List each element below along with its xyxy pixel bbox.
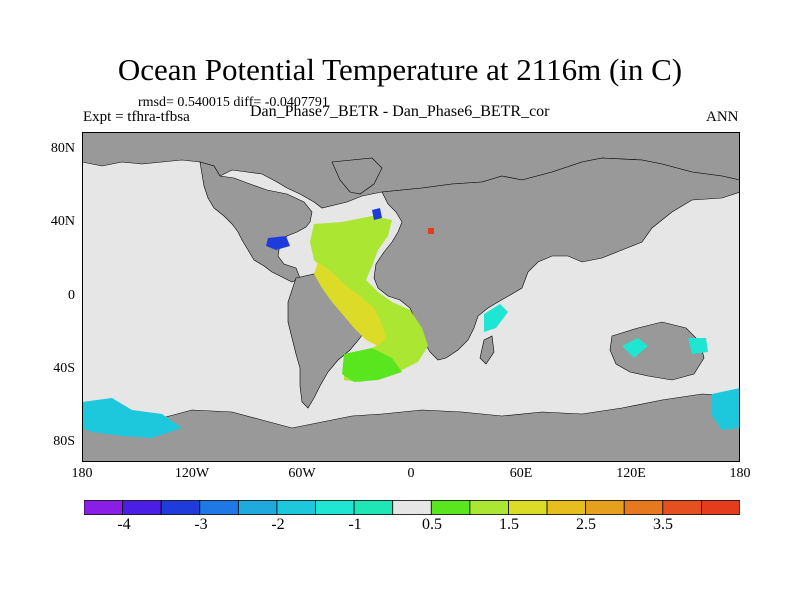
lon-label-60e: 60E: [509, 466, 533, 481]
map-frame: [82, 132, 740, 462]
colorbar-swatch: [315, 500, 355, 515]
anomaly-gulf-blue: [266, 236, 290, 250]
anomaly-southern-cyan-west: [82, 398, 182, 438]
anomaly-med-blue: [372, 208, 382, 220]
lon-label-60w: 60W: [288, 466, 316, 481]
colorbar-swatch: [199, 500, 239, 515]
colorbar-label: -2: [271, 516, 285, 533]
map-subtitle: Dan_Phase7_BETR - Dan_Phase6_BETR_cor: [250, 103, 550, 120]
colorbar-label: 3.5: [653, 516, 673, 533]
land-madagascar: [479, 335, 495, 365]
colorbar-swatch: [469, 500, 509, 515]
colorbar-swatch: [122, 500, 162, 515]
anomaly-pacific-cyan: [688, 338, 708, 354]
colorbar-swatch: [585, 500, 625, 515]
lon-label-180w: 180: [71, 466, 93, 481]
lon-label-120e: 120E: [616, 466, 646, 481]
colorbar-swatch: [353, 500, 394, 515]
colorbar-label: -4: [117, 516, 131, 533]
lat-label-40n: 40N: [50, 214, 75, 229]
colorbar-swatch: [508, 500, 548, 515]
colorbar-label: 0.5: [422, 516, 442, 533]
expt-label: Expt = tfhra-tfbsa: [83, 109, 190, 125]
colorbar-swatch: [237, 500, 278, 515]
lat-label-40s: 40S: [53, 361, 75, 376]
colorbar-swatch: [160, 500, 201, 515]
lat-label-0: 0: [68, 288, 75, 303]
lon-label-120w: 120W: [174, 466, 210, 481]
colorbar-label: 2.5: [576, 516, 596, 533]
colorbar: [84, 500, 740, 515]
anomaly-atlantic-green: [310, 216, 428, 382]
anomaly-south-atlantic-green: [342, 348, 402, 382]
season-label: ANN: [706, 109, 739, 125]
colorbar-swatch: [276, 500, 316, 515]
land-australia: [609, 321, 705, 381]
colorbar-label: -3: [194, 516, 208, 533]
stats-text: rmsd= 0.540015 diff= -0.0407791: [138, 95, 329, 110]
colorbar-swatch: [662, 500, 702, 515]
anomaly-med-red: [428, 228, 434, 234]
anomaly-atlantic-yellow: [314, 262, 386, 346]
lat-label-80s: 80S: [53, 434, 75, 449]
anomaly-southern-cyan-east: [712, 388, 740, 430]
colorbar-label: -1: [348, 516, 362, 533]
lat-label-80n: 80N: [50, 141, 75, 156]
lon-label-0: 0: [407, 466, 415, 481]
anomaly-indian-cyan: [484, 304, 508, 332]
map-title: Ocean Potential Temperature at 2116m (in…: [117, 52, 683, 87]
land-north-america: [199, 161, 313, 283]
colorbar-swatch: [84, 500, 123, 515]
colorbar-swatch: [623, 500, 664, 515]
lon-label-180e: 180: [729, 466, 751, 481]
colorbar-label: 1.5: [499, 516, 519, 533]
colorbar-swatch: [430, 500, 471, 515]
world-map: [82, 132, 740, 462]
anomaly-australia-cyan: [622, 338, 648, 358]
land-eurasia-africa: [373, 157, 740, 361]
colorbar-swatch: [546, 500, 587, 515]
land-greenland: [331, 157, 383, 195]
colorbar-swatch: [701, 500, 740, 515]
colorbar-swatch: [392, 500, 432, 515]
